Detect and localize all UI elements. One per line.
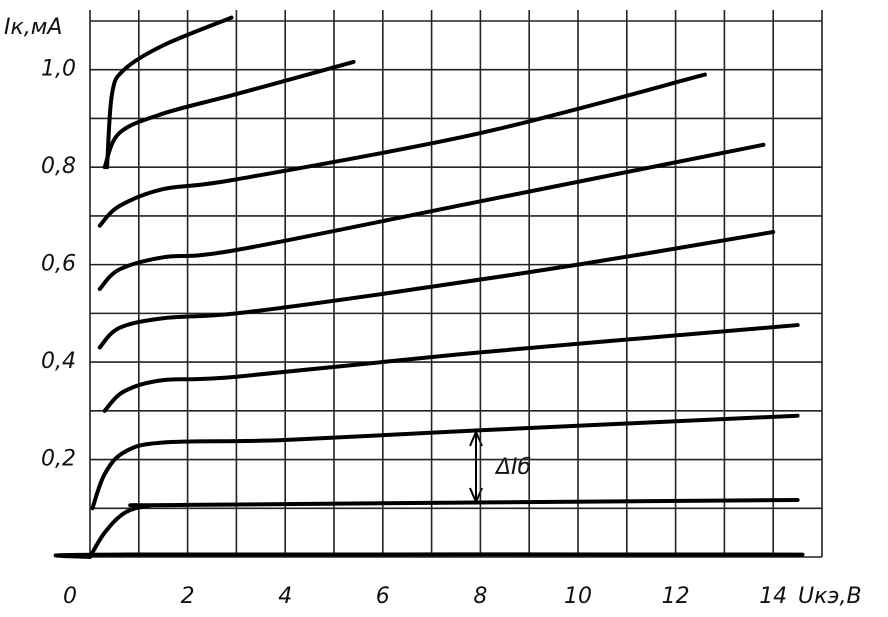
- curve: [97, 229, 776, 350]
- x-tick-label: 2: [181, 584, 195, 609]
- x-tick-label: 12: [662, 584, 690, 609]
- curve: [97, 142, 766, 291]
- y-tick-label: 0,2: [41, 447, 76, 472]
- x-tick-label: 14: [759, 584, 787, 609]
- y-tick-label: 0,6: [41, 252, 76, 277]
- x-tick-label: 6: [376, 584, 390, 609]
- x-tick-label: 4: [278, 584, 292, 609]
- curve: [97, 72, 707, 228]
- x-tick-label: 8: [473, 584, 487, 609]
- curve: [53, 552, 805, 559]
- curve: [102, 59, 356, 170]
- y-tick-label: 1,0: [41, 57, 76, 82]
- curve: [102, 323, 800, 413]
- y-tick-label: 0,8: [41, 154, 76, 179]
- curve: [105, 15, 234, 170]
- curve: [90, 413, 800, 511]
- y-axis-title: Iк,мА: [4, 15, 62, 40]
- x-tick-label: 0: [63, 584, 77, 609]
- x-axis-title: Uкэ,В: [798, 584, 862, 609]
- y-tick-label: 0,4: [41, 349, 76, 374]
- x-tick-label: 10: [564, 584, 592, 609]
- curve: [88, 497, 800, 559]
